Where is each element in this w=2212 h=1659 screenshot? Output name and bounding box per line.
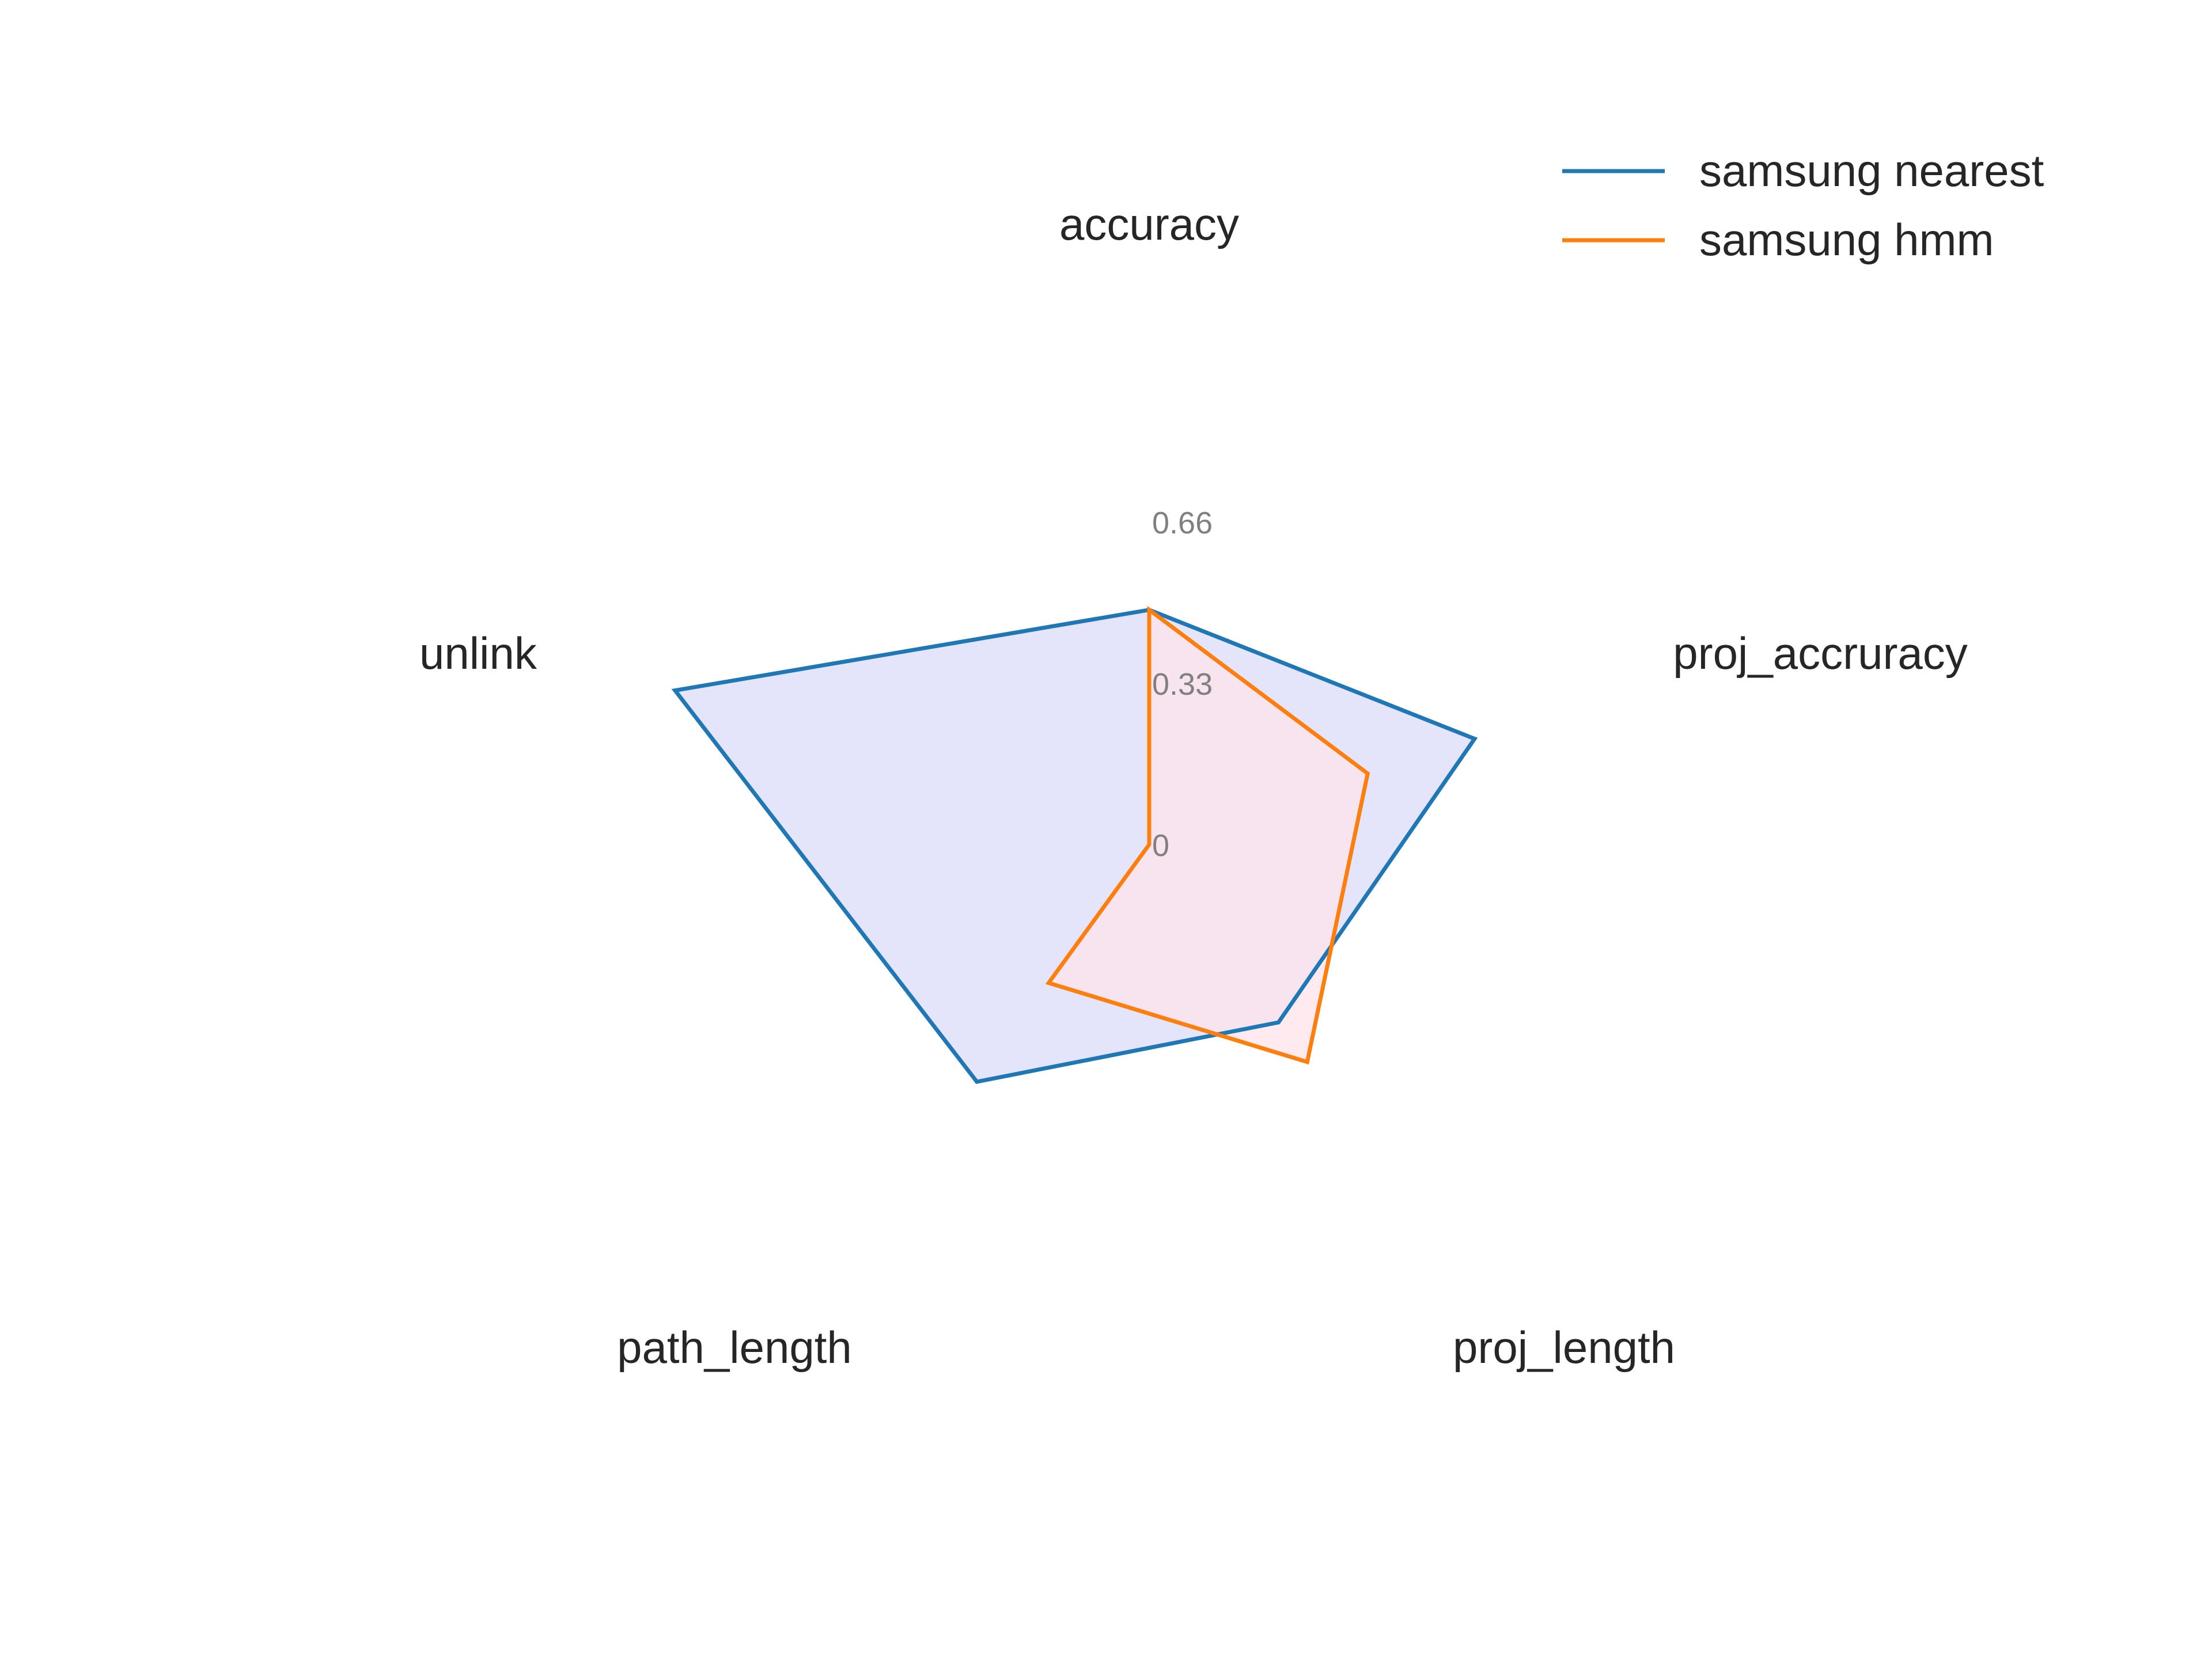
series-fill-samsung-hmm: [1048, 609, 1368, 1062]
axis-label-path_length: path_length: [617, 1322, 852, 1373]
series-line-samsung-hmm: [1045, 605, 1370, 1065]
axis-label-unlink: unlink: [419, 628, 537, 679]
radial-tick-label: 0: [1152, 828, 1169, 863]
axis-label-proj_accruracy: proj_accruracy: [1673, 628, 1968, 679]
axis-label-proj_length: proj_length: [1453, 1322, 1675, 1373]
radial-tick-label: 0.66: [1152, 506, 1213, 540]
radial-tick-label: 0.33: [1152, 667, 1213, 702]
axis-labels: accuracy proj_accruracy proj_length path_le…: [419, 199, 1968, 1373]
series-fills: [675, 609, 1475, 1082]
legend: samsung nearest samsung hmm: [1562, 145, 2044, 265]
series-lines: [671, 605, 1478, 1084]
series-line-samsung-nearest: [671, 608, 1478, 1084]
axis-label-accuracy: accuracy: [1059, 199, 1239, 249]
legend-label-samsung-hmm: samsung hmm: [1699, 214, 1994, 265]
legend-label-samsung-nearest: samsung nearest: [1699, 145, 2044, 196]
radial-tick-labels: 0 0.33 0.66: [1152, 506, 1213, 863]
